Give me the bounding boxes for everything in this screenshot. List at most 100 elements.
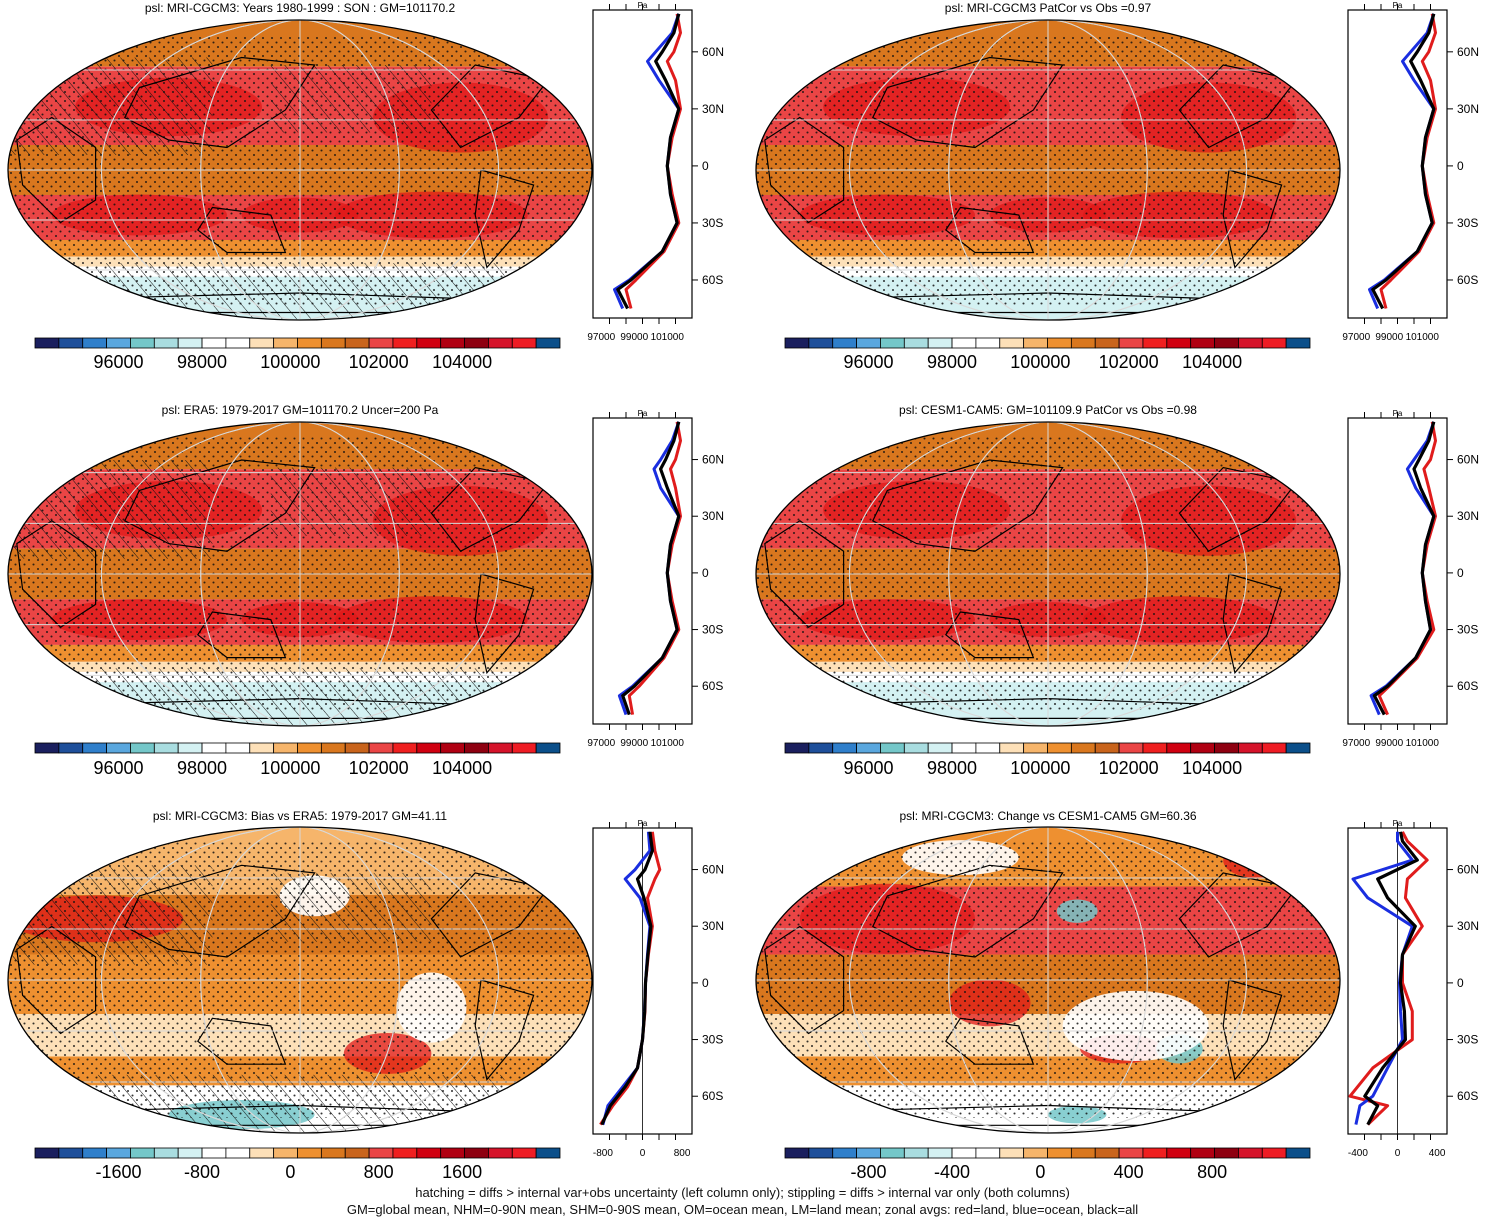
colorbar-label: 96000 [93,758,143,778]
colorbar-swatch [440,337,465,349]
colorbar-swatch [1166,742,1192,754]
colorbar-swatch [1142,337,1168,349]
colorbar-swatch [368,337,394,349]
colorbar-swatch [1238,337,1263,349]
colorbar-swatch [1214,742,1239,754]
colorbar-label: 100000 [260,758,320,778]
lat-tick-label: 30S [702,1033,723,1047]
colorbar-label: 102000 [349,352,409,372]
colorbar-swatch [1023,1147,1048,1159]
continent-outline [945,611,1035,659]
land-line [1377,421,1437,716]
colorbar-swatch [130,337,155,349]
zonal-x-tick-label: 99000 [620,738,648,749]
colorbar-swatch [320,337,346,349]
lat-tick-label: 60N [702,45,724,59]
colorbar-swatch [488,337,513,349]
colorbar-label: 102000 [349,758,409,778]
lat-tick-label: 30N [702,919,724,933]
meridian [100,422,500,726]
colorbar-label: 98000 [927,758,977,778]
colorbar-swatch [1047,1147,1072,1159]
colorbar-swatch [1070,337,1096,349]
lat-tick-label: 30N [702,509,724,523]
colorbar-swatch [927,1147,953,1159]
meridian [200,422,400,726]
continent-outline [196,206,287,254]
all-line [621,421,681,716]
colorbar-swatch [153,337,179,349]
colorbar-swatch [34,1147,60,1159]
colorbar-label: 104000 [1182,758,1242,778]
colorbar-swatch [856,337,881,349]
continent-outline [764,520,845,628]
meridian [948,422,1148,726]
colorbar-swatch [1238,742,1263,754]
colorbar-swatch [249,1147,275,1159]
lat-tick-label: 0 [1457,159,1464,173]
colorbar-swatch [784,1147,810,1159]
continent-outline [764,925,845,1035]
colorbar-swatch [297,1147,322,1159]
continent-outline [16,116,97,224]
colorbar-swatch [1023,742,1048,754]
colorbar-swatch [1094,337,1120,349]
colorbar-2: 96000 98000 100000 102000 104000 [784,337,1311,372]
colorbar-5: -1600 -800 0 800 1600 [34,1147,561,1182]
colorbar-swatch [130,742,155,754]
lat-tick-label: 30S [1457,216,1478,230]
colorbar-swatch [464,337,489,349]
colorbar-label: 100000 [1010,352,1070,372]
lat-tick-label: 60S [1457,273,1478,287]
zonal-x-tick-label: 400 [1429,1148,1446,1159]
colorbar-swatch [225,337,251,349]
continent-outline [1222,573,1283,675]
colorbar-swatch [927,742,953,754]
colorbar-label: -1600 [95,1162,141,1182]
lat-tick-label: 30S [702,216,723,230]
lat-tick-label: 0 [1457,566,1464,580]
colorbar-swatch [320,1147,346,1159]
colorbar-swatch [927,337,953,349]
all-line [616,13,681,310]
colorbar-6: -800 -400 0 400 800 [784,1147,1311,1182]
lat-tick-label: 0 [702,566,709,580]
map-border [7,826,593,1134]
colorbar-swatch [1261,1147,1287,1159]
lat-tick-label: 60S [1457,679,1478,693]
colorbar-swatch [106,742,131,754]
all-line [1363,831,1419,1126]
colorbar-swatch [320,742,346,754]
colorbar-swatch [34,742,60,754]
colorbar-swatch [1094,1147,1120,1159]
colorbar-swatch [153,742,179,754]
colorbar-1: 96000 98000 100000 102000 104000 [34,337,561,372]
colorbar-swatch [249,742,275,754]
colorbar-swatch [856,742,881,754]
zonal-x-tick-label: 0 [640,1148,646,1159]
colorbar-swatch [1047,742,1072,754]
colorbar-swatch [1238,1147,1263,1159]
lat-tick-label: 60S [702,1089,723,1103]
colorbar-swatch [225,742,251,754]
colorbar-swatch [880,1147,905,1159]
colorbar-swatch [903,337,929,349]
hatching [8,460,213,559]
map-panel-1: psl: MRI-CGCM3: Years 1980-1999 : SON : … [7,1,593,321]
colorbar-swatch [58,1147,84,1159]
colorbar-swatch [951,1147,977,1159]
colorbar-swatch [440,1147,465,1159]
colorbar-swatch [416,337,442,349]
meridian [100,20,500,320]
colorbar-swatch [903,1147,929,1159]
zonal-x-tick-label: -400 [1348,1148,1368,1159]
colorbar-label: 98000 [177,758,227,778]
colorbar-swatch [488,1147,513,1159]
colorbar-label: 100000 [260,352,320,372]
colorbar-label: -800 [184,1162,220,1182]
lat-tick-label: 60N [1457,453,1479,467]
map-panel-5: psl: MRI-CGCM3: Bias vs ERA5: 1979-2017 … [7,809,593,1134]
colorbar-swatch [808,1147,834,1159]
